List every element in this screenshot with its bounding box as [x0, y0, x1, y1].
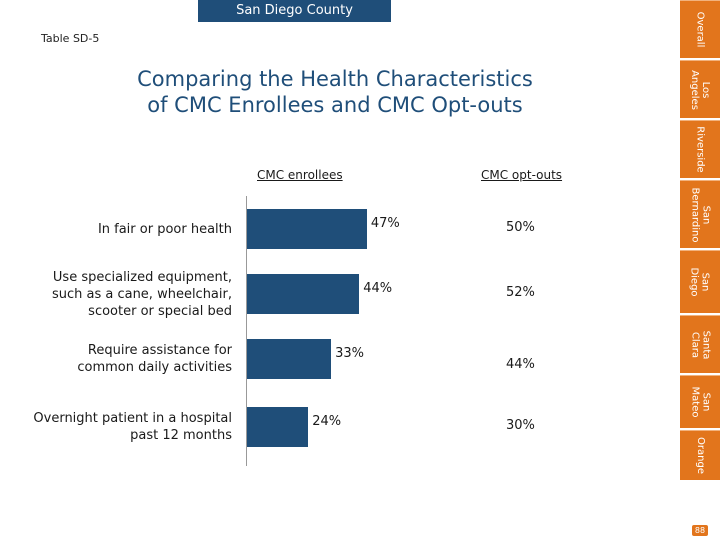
chart-axis — [246, 196, 247, 466]
tab-label: San Bernardino — [689, 187, 711, 242]
optout-value-label: 50% — [506, 220, 535, 235]
tab-orange[interactable]: Orange — [680, 430, 720, 480]
optout-value-label: 52% — [506, 285, 535, 300]
tab-label: Los Angeles — [688, 69, 711, 110]
optout-value-label: 44% — [506, 357, 535, 372]
tab-los-angeles[interactable]: Los Angeles — [680, 60, 720, 118]
col-header-optouts: CMC opt-outs — [481, 168, 563, 182]
bar-enrollees — [247, 209, 367, 249]
page-number: 88 — [680, 480, 720, 540]
col-header-enrollees: CMC enrollees — [257, 168, 343, 182]
tab-santa-clara[interactable]: Santa Clara — [680, 315, 720, 373]
bar-value-label: 24% — [312, 414, 342, 429]
tab-label: Overall — [694, 11, 706, 48]
tab-san-bernardino[interactable]: San Bernardino — [680, 180, 720, 248]
tab-label: Santa Clara — [689, 330, 711, 359]
county-tab-sidebar: Overall Los Angeles Riverside San Bernar… — [680, 0, 720, 540]
tab-label: Riverside — [694, 126, 706, 173]
tab-overall[interactable]: Overall — [680, 0, 720, 58]
bar-enrollees — [247, 339, 332, 379]
county-banner: San Diego County — [198, 0, 391, 22]
table-label: Table SD-5 — [41, 32, 100, 45]
optout-value-label: 30% — [506, 418, 535, 433]
tab-san-mateo[interactable]: San Mateo — [680, 375, 720, 428]
category-label: Overnight patient in a hospital past 12 … — [33, 411, 232, 443]
bar-value-label: 44% — [363, 281, 393, 296]
category-label: Require assistance for common daily acti… — [77, 343, 232, 375]
title-line-2: of CMC Enrollees and CMC Opt-outs — [147, 93, 523, 117]
page-title: Comparing the Health Characteristics of … — [110, 66, 560, 118]
category-label: Use specialized equipment, such as a can… — [51, 269, 232, 319]
page-number-badge: 88 — [691, 525, 709, 536]
title-line-1: Comparing the Health Characteristics — [137, 67, 533, 91]
tab-label: San Mateo — [688, 386, 711, 418]
tab-san-diego[interactable]: San Diego — [680, 250, 720, 313]
bar-enrollees — [247, 407, 309, 447]
category-label: In fair or poor health — [97, 221, 232, 237]
bar-value-label: 47% — [370, 216, 400, 231]
tab-riverside[interactable]: Riverside — [680, 120, 720, 178]
tab-label: San Diego — [688, 267, 711, 297]
bar-enrollees — [247, 274, 360, 314]
bar-value-label: 33% — [335, 346, 365, 361]
tab-label: Orange — [694, 437, 706, 474]
